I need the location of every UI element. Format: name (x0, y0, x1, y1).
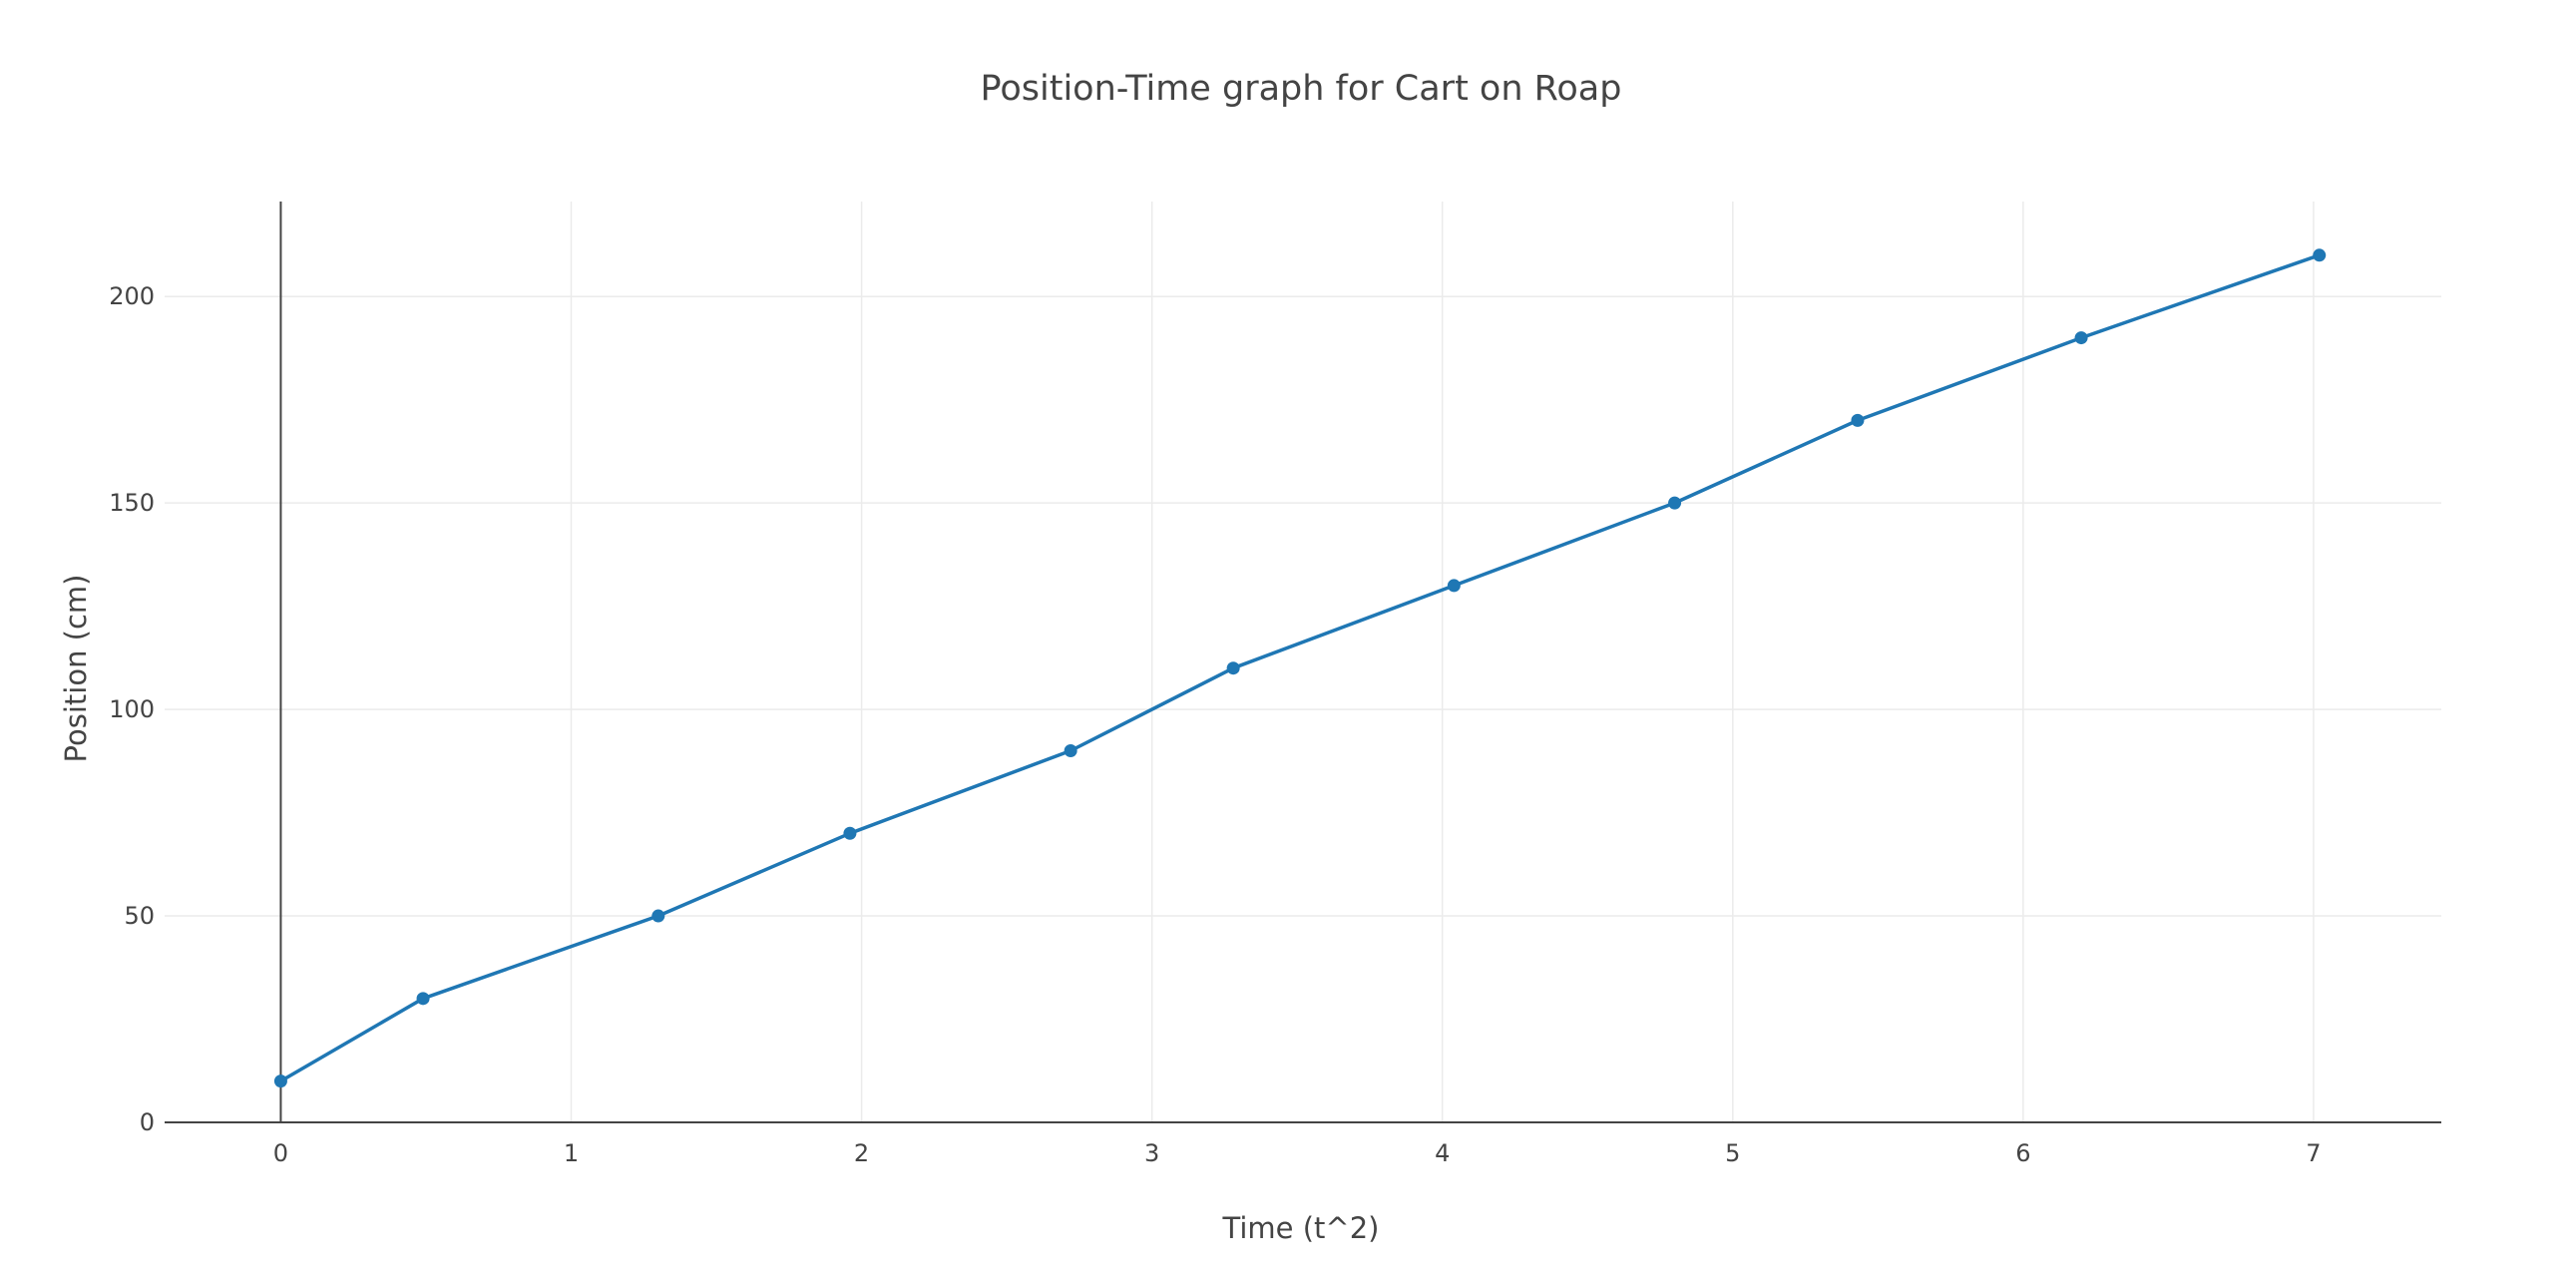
x-tick-label: 0 (273, 1139, 288, 1167)
x-tick-label: 7 (2306, 1139, 2321, 1167)
x-tick-label: 4 (1435, 1139, 1450, 1167)
x-tick-label: 2 (854, 1139, 869, 1167)
data-point (1447, 579, 1461, 593)
data-point (843, 826, 857, 840)
y-tick-label: 150 (109, 489, 155, 517)
gridlines (165, 202, 2441, 1122)
data-series (273, 248, 2327, 1088)
data-point (1851, 413, 1865, 427)
x-tick-label: 1 (564, 1139, 579, 1167)
data-point (2313, 248, 2327, 262)
x-axis-title: Time (t^2) (1222, 1211, 1380, 1245)
y-tick-label: 100 (109, 695, 155, 723)
y-axis-title: Position (cm) (59, 575, 93, 763)
y-tick-label: 0 (140, 1108, 155, 1136)
data-point (2074, 331, 2088, 345)
x-tick-label: 5 (1725, 1139, 1740, 1167)
tick-labels: 0 1 2 3 4 5 6 7 0 50 100 150 200 (109, 282, 2321, 1167)
data-point (1226, 661, 1240, 675)
data-point (651, 909, 665, 923)
data-point (1064, 743, 1077, 757)
chart-title: Position-Time graph for Cart on Roap (981, 69, 1622, 109)
y-tick-label: 50 (124, 902, 155, 930)
data-point (273, 1074, 287, 1088)
data-point (416, 992, 430, 1006)
y-tick-label: 200 (109, 282, 155, 310)
axes (165, 202, 2441, 1123)
x-tick-label: 3 (1144, 1139, 1159, 1167)
x-tick-label: 6 (2015, 1139, 2030, 1167)
data-point (1668, 496, 1682, 510)
